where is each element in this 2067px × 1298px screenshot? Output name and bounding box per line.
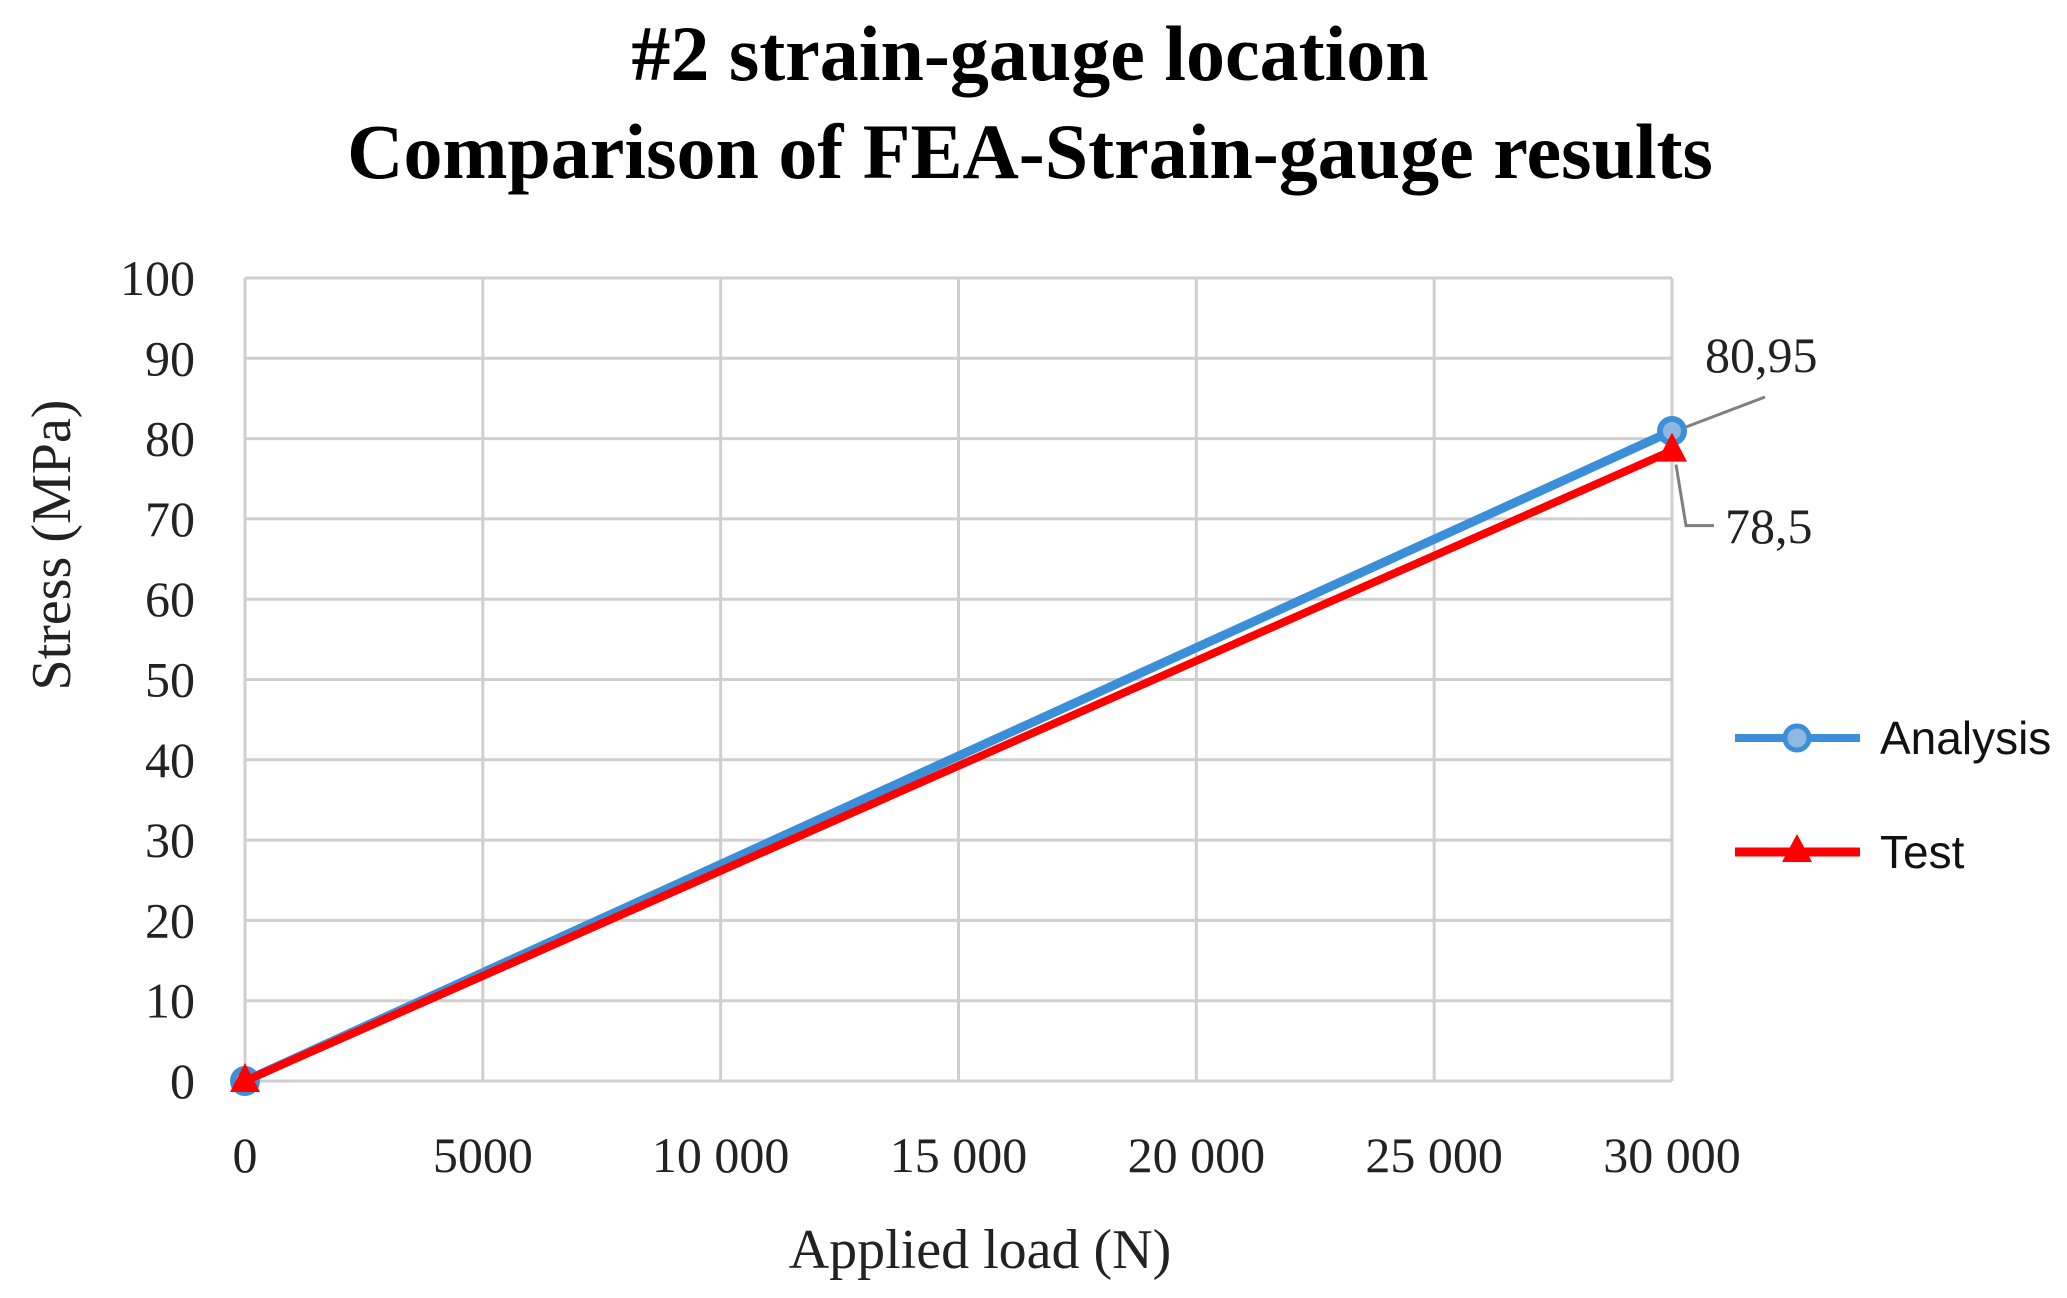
data-label-test: 78,5 (1725, 498, 1813, 554)
x-tick-label: 30 000 (1603, 1127, 1741, 1183)
chart-title-line-1: #2 strain-gauge location (631, 10, 1428, 97)
x-tick-label: 0 (233, 1127, 258, 1183)
y-tick-label: 90 (145, 330, 195, 386)
grid (243, 276, 1674, 1083)
x-tick-label: 10 000 (652, 1127, 790, 1183)
tick-labels: 0 10 20 30 40 50 60 70 80 90 100 0 5000 10 000 15 000 2… (120, 250, 1741, 1183)
y-tick-label: 50 (145, 652, 195, 708)
x-tick-label: 25 000 (1365, 1127, 1503, 1183)
legend: Analysis Test (1735, 712, 2051, 878)
y-tick-label: 10 (145, 973, 195, 1029)
y-tick-label: 70 (145, 491, 195, 547)
x-tick-label: 5000 (433, 1127, 533, 1183)
y-axis-label: Stress (MPa) (21, 400, 83, 691)
y-tick-label: 40 (145, 732, 195, 788)
x-tick-label: 20 000 (1128, 1127, 1266, 1183)
legend-marker-circle (1782, 723, 1812, 753)
data-label-leader (1685, 395, 1766, 429)
y-tick-label: 20 (145, 892, 195, 948)
y-tick-label: 30 (145, 812, 195, 868)
series-line-test (241, 446, 1676, 1085)
chart-title-line-2: Comparison of FEA-Strain-gauge results (347, 108, 1713, 195)
legend-label-test: Test (1880, 826, 1965, 878)
x-tick-label: 15 000 (890, 1127, 1028, 1183)
test-point (1657, 432, 1687, 462)
legend-label-analysis: Analysis (1880, 712, 2051, 764)
data-label-analysis: 80,95 (1705, 327, 1818, 383)
y-tick-label: 80 (145, 411, 195, 467)
series-group (230, 415, 1687, 1096)
y-tick-label: 0 (170, 1053, 195, 1109)
legend-marker-triangle (1782, 834, 1812, 862)
y-tick-label: 100 (120, 250, 195, 306)
y-tick-label: 60 (145, 571, 195, 627)
data-labels: 80,95 78,5 (1674, 327, 1818, 554)
x-axis-label: Applied load (N) (789, 1219, 1172, 1281)
test-point (230, 1063, 260, 1092)
data-label-leader (1674, 464, 1714, 528)
